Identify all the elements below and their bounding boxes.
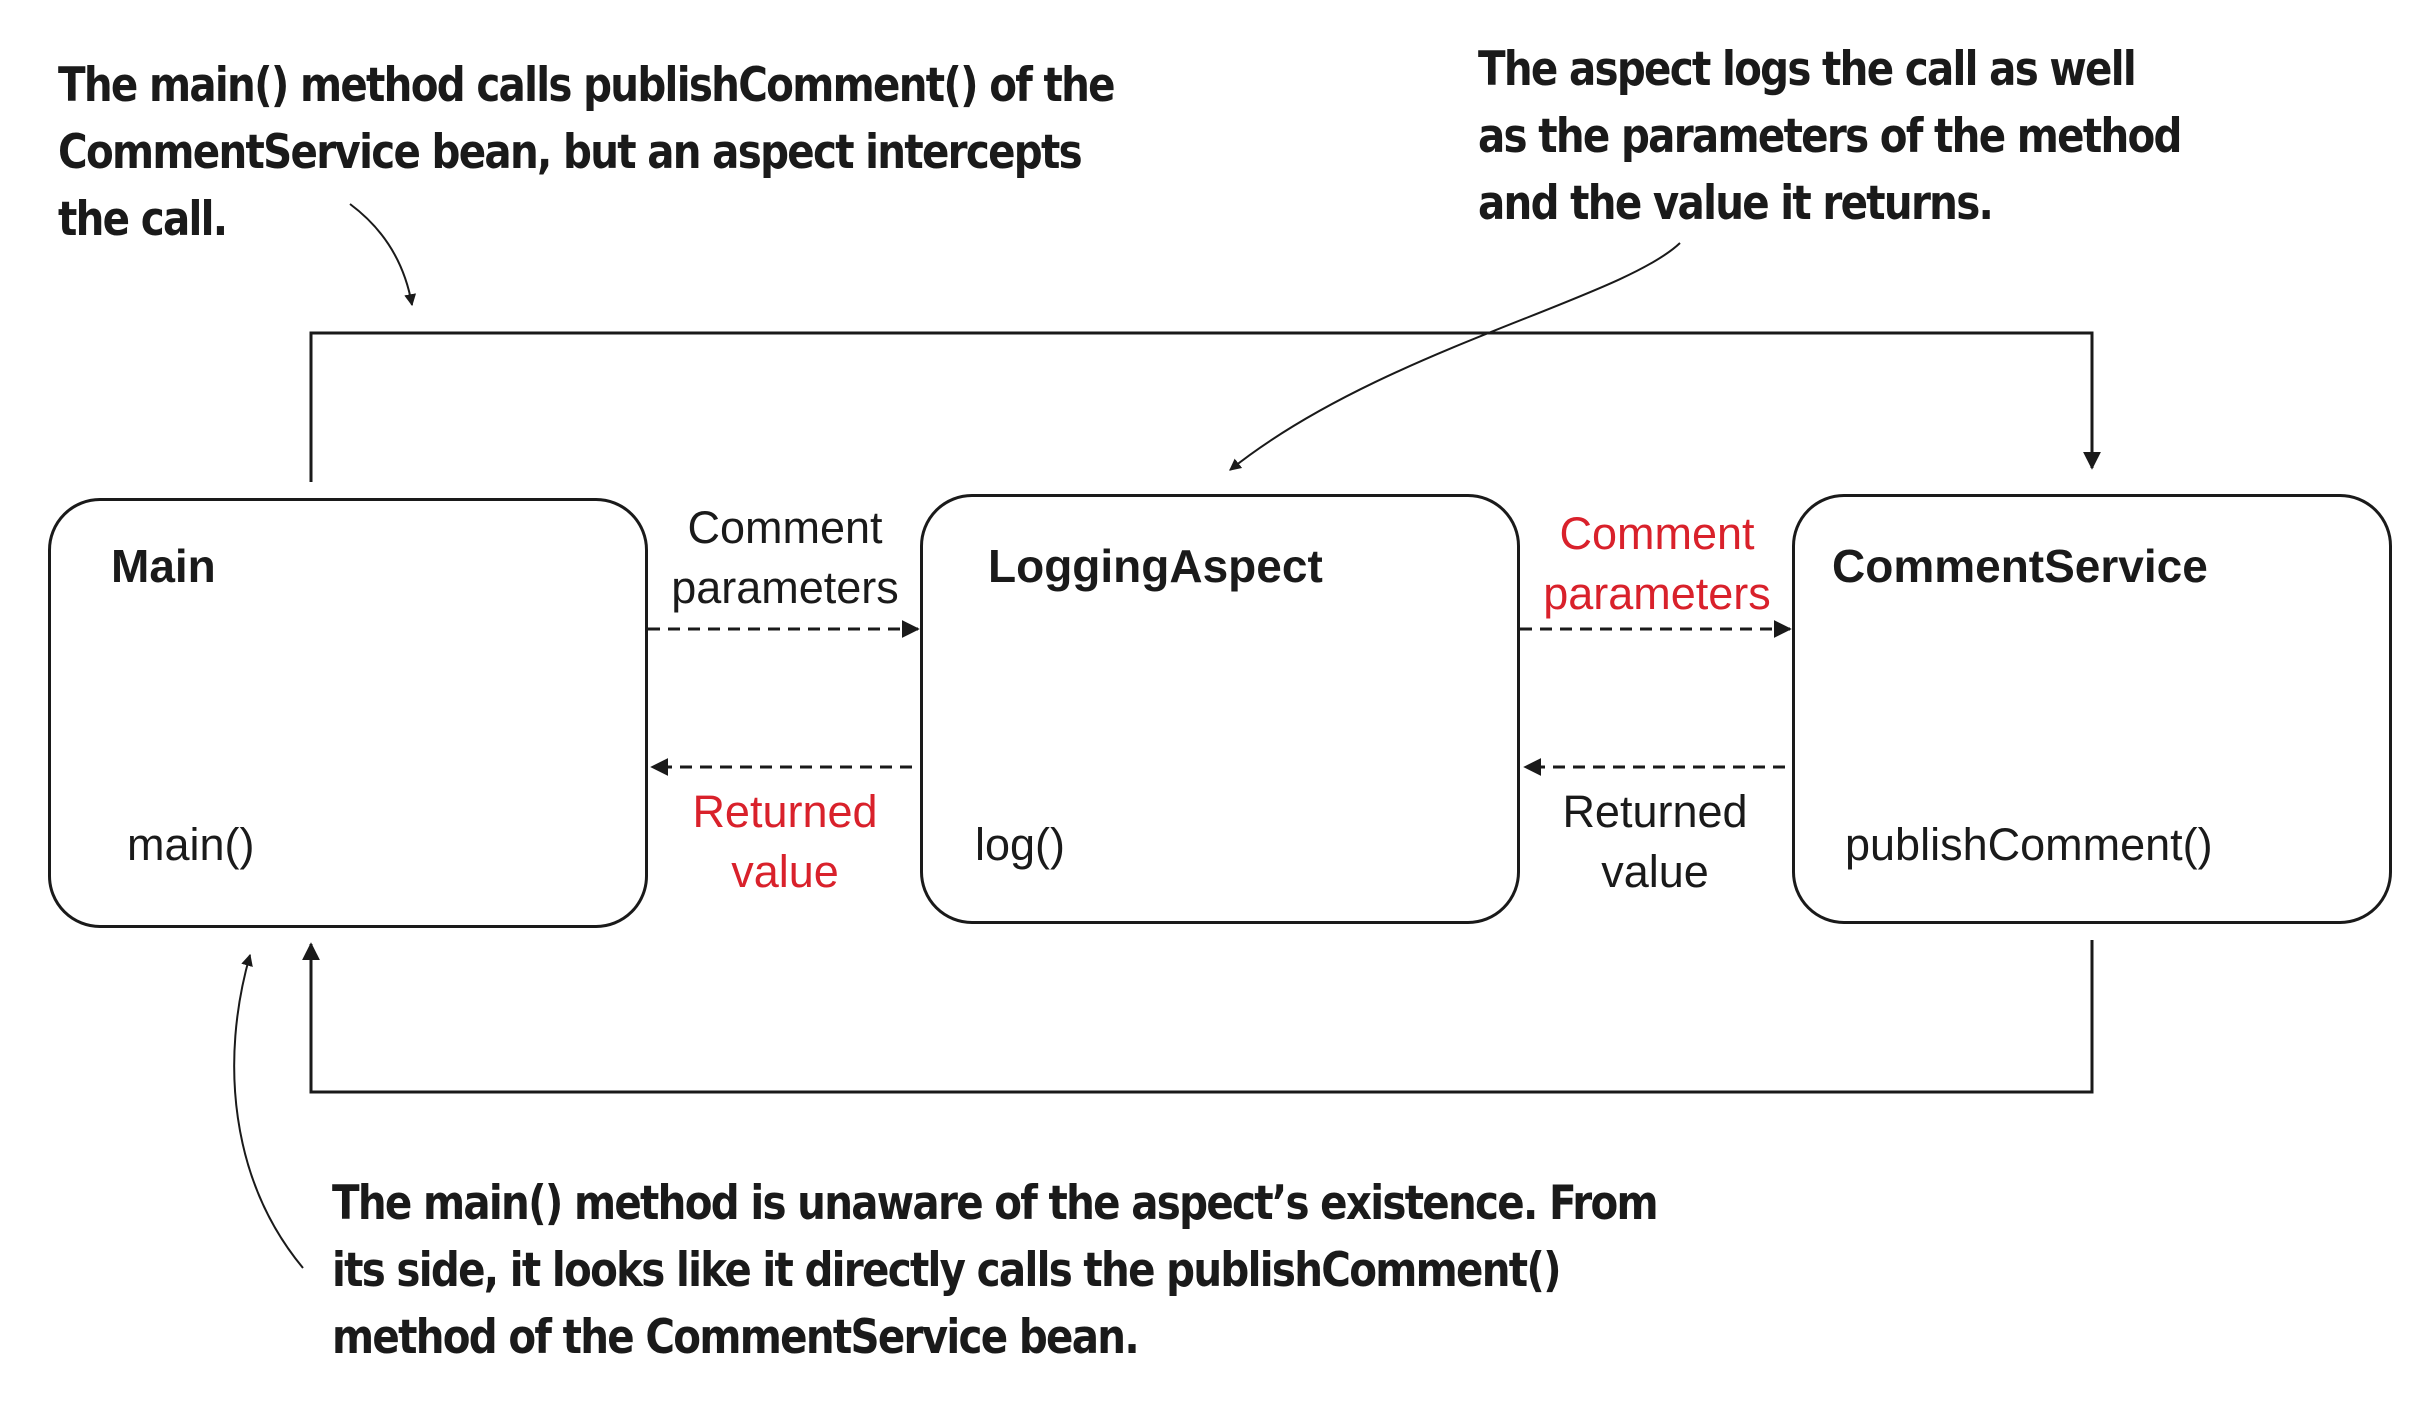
publish-comment-method-label: publishComment() bbox=[1845, 819, 2213, 870]
annotation-line: The aspect logs the call as well bbox=[1478, 42, 2137, 97]
top-call-route-line bbox=[309, 331, 2101, 482]
edge-label-line: value bbox=[1601, 846, 1709, 897]
comment-service-box: CommentService publishComment() bbox=[1792, 494, 2392, 924]
logging-aspect-box: LoggingAspect log() bbox=[920, 494, 1520, 924]
top-right-callout-pointer bbox=[1229, 242, 1681, 471]
main-to-aspect-label: Comment parameters bbox=[670, 498, 900, 618]
main-method-label: main() bbox=[127, 819, 255, 870]
edge-label-line: parameters bbox=[671, 562, 899, 613]
annotation-line: CommentService bean, but an aspect inter… bbox=[58, 125, 1083, 180]
top-right-annotation: The aspect logs the call as well as the … bbox=[1478, 36, 2182, 237]
main-box-title: Main bbox=[111, 540, 216, 592]
comment-service-box-title: CommentService bbox=[1832, 540, 2208, 592]
edge-label-line: Comment bbox=[687, 502, 883, 553]
aspect-to-service-label: Comment parameters bbox=[1542, 504, 1772, 624]
bottom-annotation: The main() method is unaware of the aspe… bbox=[332, 1170, 1659, 1371]
log-method-label: log() bbox=[975, 819, 1066, 870]
bottom-return-route-line bbox=[302, 940, 2094, 1094]
service-to-aspect-label: Returned value bbox=[1540, 782, 1770, 902]
edge-label-line: Returned bbox=[1562, 786, 1748, 837]
annotation-line: the call. bbox=[58, 192, 228, 247]
edge-label-line: Comment bbox=[1559, 508, 1755, 559]
aspect-to-main-label: Returned value bbox=[670, 782, 900, 902]
annotation-line: method of the CommentService bean. bbox=[332, 1310, 1140, 1365]
top-left-annotation: The main() method calls publishComment()… bbox=[58, 52, 1116, 253]
top-left-callout-pointer bbox=[349, 203, 417, 307]
logging-aspect-box-title: LoggingAspect bbox=[988, 540, 1323, 592]
annotation-line: its side, it looks like it directly call… bbox=[332, 1243, 1562, 1298]
edge-label-line: Returned bbox=[692, 786, 878, 837]
edge-label-line: value bbox=[731, 846, 839, 897]
annotation-line: as the parameters of the method bbox=[1478, 109, 2182, 164]
annotation-line: The main() method is unaware of the aspe… bbox=[332, 1176, 1659, 1231]
bottom-callout-pointer bbox=[233, 953, 304, 1269]
annotation-line: The main() method calls publishComment()… bbox=[58, 58, 1116, 113]
annotation-line: and the value it returns. bbox=[1478, 176, 1994, 231]
main-box: Main main() bbox=[48, 498, 648, 928]
edge-label-line: parameters bbox=[1543, 568, 1771, 619]
